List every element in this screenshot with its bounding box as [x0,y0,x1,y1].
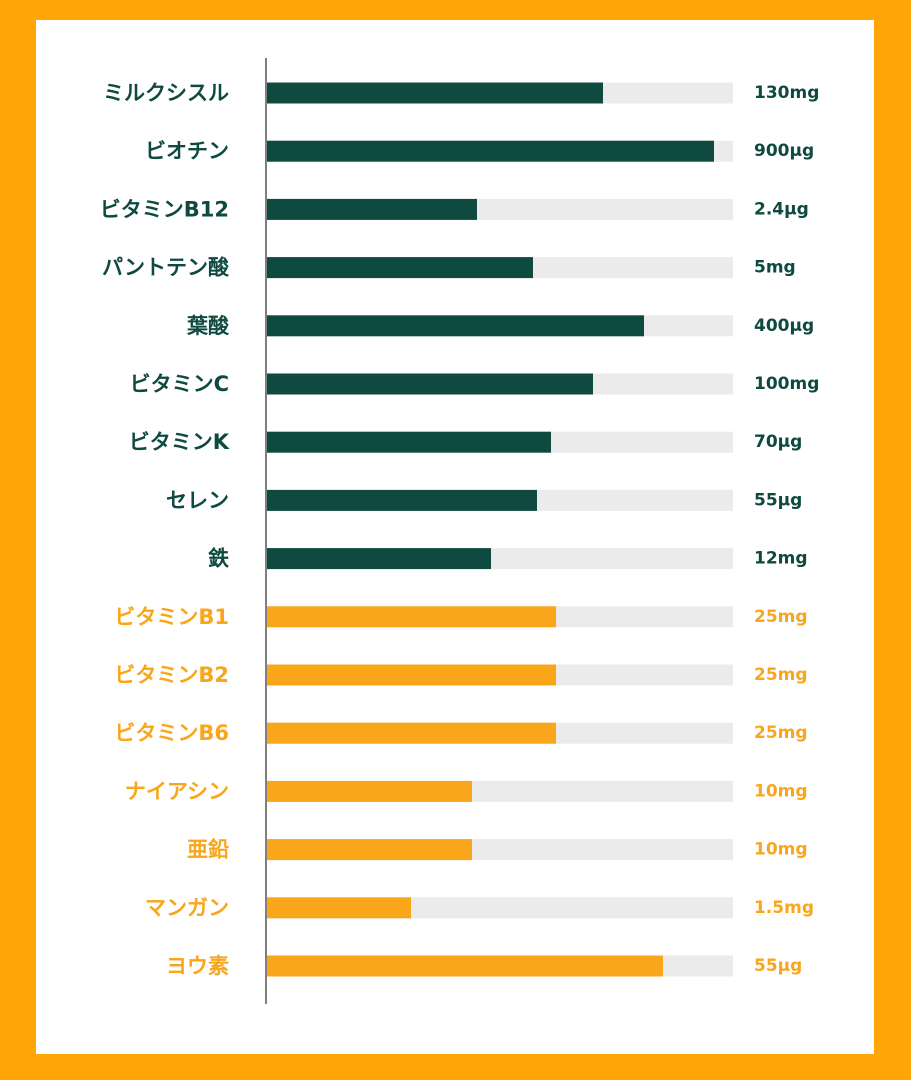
category-label: マンガン [145,896,229,920]
bar [267,955,663,977]
category-label: ヨウ素 [166,954,229,978]
category-label: ビタミンB12 [100,197,229,221]
value-label: 1.5mg [754,898,814,918]
bar [267,780,472,802]
value-label: 55μg [754,956,802,976]
bar-row: ビタミンB6 25mg [114,721,807,745]
bar-row: ヨウ素 55μg [166,954,802,978]
bar [267,548,491,570]
bar-row: ビタミンB1 25mg [114,605,807,629]
bar [267,606,556,628]
bar [267,897,411,919]
bar-row: マンガン 1.5mg [145,896,814,920]
bar-row: 鉄 12mg [208,547,808,571]
bar [267,839,472,861]
value-label: 100mg [754,374,819,394]
bar-row: ビタミンB12 2.4μg [100,197,809,221]
bar [267,489,537,511]
category-label: ビオチン [145,139,229,163]
bar [267,257,533,279]
category-label: 葉酸 [186,314,230,338]
bar [267,140,714,162]
value-label: 25mg [754,607,808,627]
bar-row: ビオチン 900μg [145,139,814,163]
value-label: 130mg [754,83,819,103]
category-label: ビタミンC [130,372,229,396]
category-label: 亜鉛 [187,838,229,862]
bar [267,82,603,104]
bar-row: ミルクシスル 130mg [103,81,819,105]
category-label: ナイアシン [125,779,229,803]
bar-row: 亜鉛 10mg [187,838,808,862]
bar-row: パントテン酸 5mg [102,256,796,280]
bar-row: セレン 55μg [166,488,802,512]
value-label: 10mg [754,781,808,801]
value-label: 400μg [754,316,814,336]
bar-row: 葉酸 400μg [186,314,814,338]
bar-row: ビタミンK 70μg [129,430,803,454]
bar-row: ナイアシン 10mg [125,779,808,803]
bar [267,664,556,686]
value-label: 900μg [754,141,814,161]
category-label: ビタミンK [129,430,230,454]
value-label: 70μg [754,432,802,452]
category-label: ビタミンB6 [114,721,229,745]
bar [267,722,556,744]
value-label: 55μg [754,490,802,510]
bar [267,198,477,220]
value-label: 12mg [754,549,808,569]
category-label: ビタミンB2 [114,663,229,687]
value-label: 25mg [754,723,808,743]
category-label: 鉄 [208,547,229,571]
bar-row: ビタミンB2 25mg [114,663,807,687]
bar-row: ビタミンC 100mg [130,372,820,396]
value-label: 25mg [754,665,808,685]
bar [267,315,644,337]
chart-panel [36,20,874,1054]
value-label: 5mg [754,258,796,278]
category-label: ミルクシスル [103,81,229,105]
value-label: 10mg [754,840,808,860]
category-label: セレン [166,488,229,512]
bar [267,431,551,453]
category-label: ビタミンB1 [114,605,229,629]
category-label: パントテン酸 [102,256,230,280]
bar [267,373,593,395]
value-label: 2.4μg [754,199,809,219]
